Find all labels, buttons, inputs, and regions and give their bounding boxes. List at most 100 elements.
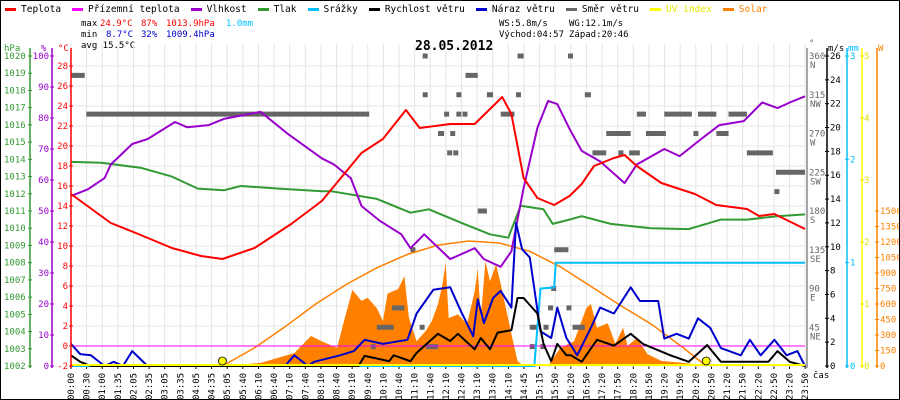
temperature-tick-label: 8	[63, 262, 68, 272]
x-tick-label: 11:40	[426, 373, 436, 399]
direction-compass-label: N	[810, 61, 815, 71]
legend-label: Vlhkost	[206, 4, 247, 15]
x-tick-label: 05:05	[223, 373, 233, 399]
direction-compass-label: SE	[810, 255, 821, 265]
uv-tick-label: 4	[864, 114, 869, 124]
humidity-tick-label: 0	[44, 362, 49, 372]
stat-max-pressure: 1013.9hPa	[166, 19, 215, 29]
wind-direction-mark	[746, 150, 773, 156]
x-tick-label: 17:20	[598, 373, 608, 399]
rain-tick-label: 3	[850, 52, 855, 62]
x-tick-label: 13:40	[489, 373, 499, 399]
wind-direction-mark	[693, 131, 699, 136]
wind-direction-mark	[74, 72, 85, 78]
x-tick-label: 19:20	[661, 373, 671, 399]
pressure-tick-label: 1014	[4, 155, 26, 165]
wind-direction-mark	[584, 92, 591, 98]
temperature-tick-label: 0	[63, 342, 68, 352]
wind-direction-mark	[636, 111, 646, 117]
x-tick-label: 01:35	[114, 373, 124, 399]
legend-swatch	[72, 8, 84, 11]
legend: Teplota Přízemní teplota Vlhkost Tlak Sr…	[5, 4, 767, 15]
pressure-tick-label: 1015	[4, 138, 26, 148]
stat-wind-gust: WG:12.1m/s	[569, 19, 624, 29]
x-tick-label: 23:20	[786, 373, 796, 399]
x-tick-label: 07:10	[286, 373, 296, 399]
direction-tick-label: 225	[809, 168, 825, 178]
stat-max-label: max	[81, 19, 98, 29]
temperature-tick-label: -2	[57, 362, 68, 372]
legend-swatch	[5, 8, 16, 11]
wind-direction-mark	[567, 53, 573, 59]
direction-tick-label: 180	[809, 207, 825, 217]
pressure-tick-label: 1003	[4, 345, 26, 355]
x-tick-label: 05:40	[239, 373, 249, 399]
rain-tick-label: 0	[850, 362, 855, 372]
wind-direction-mark	[410, 247, 416, 253]
wind-tick-label: 24	[830, 76, 841, 86]
stat-min-label: min	[81, 30, 98, 40]
direction-compass-label: SW	[810, 177, 821, 187]
wind-tick-label: 14	[830, 195, 841, 205]
wind-direction-mark	[566, 305, 572, 311]
legend-item-wind-direction: Směr větru	[565, 4, 639, 15]
wind-direction-mark	[517, 53, 524, 59]
wind-direction-mark	[563, 247, 569, 253]
wind-direction-mark	[592, 150, 607, 156]
wind-direction-mark	[645, 131, 666, 136]
legend-swatch	[565, 8, 577, 11]
solar-tick-label: 1500	[880, 207, 899, 217]
wind-direction-mark	[456, 111, 462, 117]
stat-max-humidity: 87%	[141, 19, 158, 29]
legend-swatch	[190, 8, 202, 11]
wind-direction-mark	[422, 53, 428, 59]
wind-direction-mark	[392, 305, 405, 311]
x-tick-label: 03:35	[176, 373, 186, 399]
x-tick-label: 08:40	[333, 373, 343, 399]
pressure-tick-label: 1006	[4, 293, 26, 303]
uv-tick-label: 1	[864, 300, 869, 310]
direction-compass-label: S	[810, 216, 815, 226]
stat-sunrise: Východ:04:57	[499, 30, 565, 40]
direction-tick-label: 45	[809, 323, 820, 333]
pressure-tick-label: 1013	[4, 173, 26, 183]
temperature-tick-label: 14	[57, 202, 68, 212]
x-tick-label: 12:10	[442, 373, 452, 399]
x-tick-label: 02:05	[129, 373, 139, 399]
humidity-tick-label: 10	[38, 331, 49, 341]
wind-tick-label: 2	[830, 338, 835, 348]
x-tick-label: 22:50	[770, 373, 780, 399]
solar-tick-label: 1200	[880, 238, 899, 248]
solar-theoretical-line	[222, 240, 707, 367]
legend-swatch	[307, 8, 319, 11]
pressure-tick-label: 1007	[4, 276, 26, 286]
temperature-line	[70, 96, 806, 260]
wind-gust-line	[70, 221, 806, 367]
temperature-tick-label: 16	[57, 182, 68, 192]
wind-axis-unit: m/s	[828, 44, 844, 54]
x-tick-label: 08:10	[317, 373, 327, 399]
pressure-line	[70, 160, 806, 239]
solar-tick-label: 0	[880, 362, 885, 372]
pressure-tick-label: 1018	[4, 86, 26, 96]
solar-tick-label: 1350	[880, 223, 899, 233]
x-tick-label: 14:45	[520, 373, 530, 399]
temperature-axis-unit: °C	[58, 44, 69, 54]
x-axis-label: čas	[813, 370, 829, 381]
solar-tick-label: 1050	[880, 254, 899, 264]
wind-direction-mark	[629, 150, 640, 156]
x-tick-label: 21:50	[739, 373, 749, 399]
legend-item-temperature: Teplota	[5, 4, 61, 15]
temperature-tick-label: 20	[57, 142, 68, 152]
stat-avg-temp: avg 15.5°C	[81, 41, 136, 51]
wind-tick-label: 18	[830, 147, 841, 157]
humidity-axis-unit: %	[41, 44, 47, 54]
legend-item-pressure: Tlak	[257, 4, 297, 15]
direction-compass-label: NE	[810, 332, 821, 342]
wind-tick-label: 10	[830, 243, 841, 253]
uv-tick-label: 3	[864, 176, 869, 186]
x-tick-label: 10:40	[395, 373, 405, 399]
wind-direction-mark	[548, 305, 554, 311]
humidity-tick-label: 70	[38, 145, 49, 155]
wind-speed-line	[70, 297, 806, 367]
